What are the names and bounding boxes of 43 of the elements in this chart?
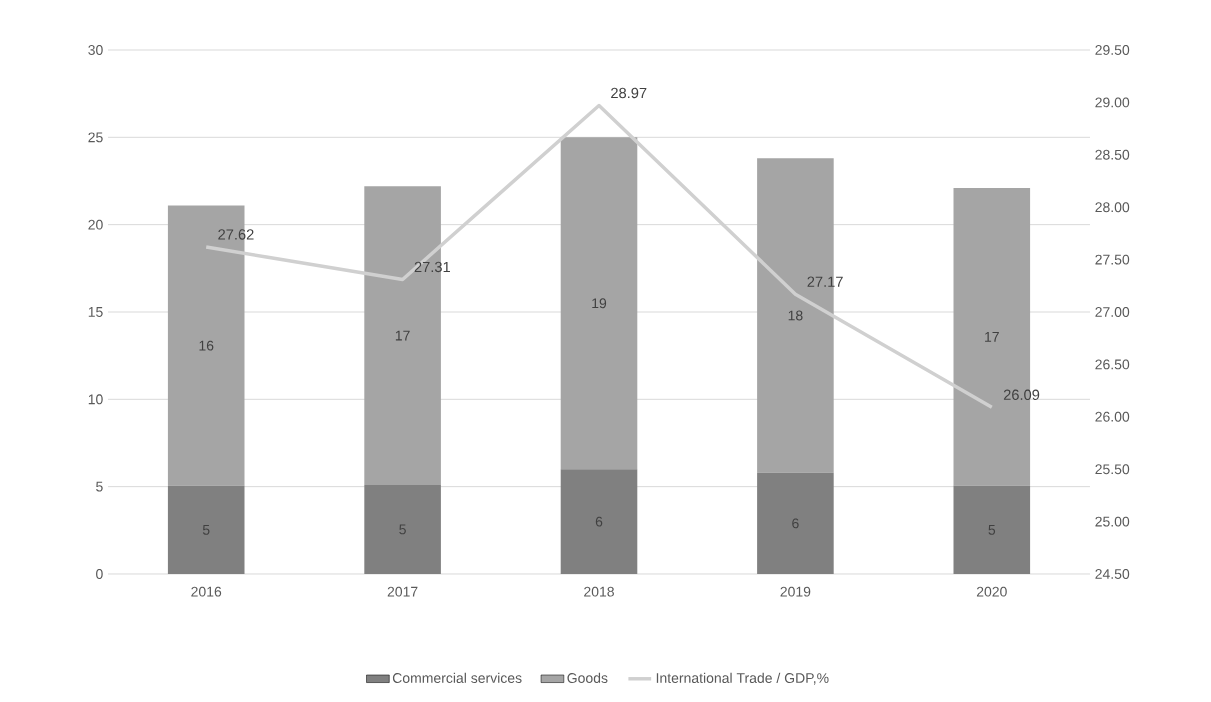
data-label: 18 bbox=[788, 310, 803, 321]
y2-tick-label: 28.50 bbox=[1095, 149, 1130, 160]
bar bbox=[560, 469, 638, 574]
bar bbox=[953, 485, 1031, 574]
y2-tick-label: 27.00 bbox=[1095, 307, 1130, 317]
bar bbox=[560, 137, 638, 470]
data-label: 28.97 bbox=[611, 87, 647, 99]
x-tick-label: 2017 bbox=[387, 586, 418, 597]
data-label: 5 bbox=[399, 524, 406, 535]
x-tick-label: 2020 bbox=[976, 586, 1007, 597]
data-label: 5 bbox=[202, 525, 210, 535]
y2-tick-label: 29.00 bbox=[1095, 97, 1130, 108]
y2-tick-label: 26.00 bbox=[1095, 411, 1130, 422]
bar bbox=[364, 484, 441, 574]
y2-tick-label: 26.50 bbox=[1095, 359, 1130, 370]
y2-tick-label: 28.00 bbox=[1095, 202, 1130, 213]
y2-tick-label: 27.50 bbox=[1095, 254, 1130, 265]
data-label: 16 bbox=[199, 340, 214, 351]
y-tick-label: 20 bbox=[88, 219, 103, 230]
y-tick-label: 10 bbox=[88, 394, 103, 405]
bar bbox=[757, 472, 834, 574]
x-tick-label: 2019 bbox=[780, 586, 811, 597]
bar bbox=[167, 485, 245, 574]
x-tick-label: 2016 bbox=[191, 586, 222, 597]
y-tick-label: 30 bbox=[88, 45, 103, 55]
data-label: 19 bbox=[592, 298, 607, 309]
data-label: 6 bbox=[595, 516, 603, 527]
y2-tick-label: 29.50 bbox=[1095, 45, 1130, 55]
y2-tick-label: 25.50 bbox=[1095, 464, 1130, 475]
data-label: 6 bbox=[792, 518, 799, 529]
data-label: 5 bbox=[988, 525, 996, 535]
legend-label: International Trade / GDP,% bbox=[656, 672, 829, 685]
y2-tick-label: 24.50 bbox=[1095, 569, 1130, 579]
x-tick-label: 2018 bbox=[584, 586, 614, 597]
y-tick-label: 25 bbox=[88, 132, 103, 143]
data-label: 17 bbox=[395, 330, 410, 341]
y2-tick-label: 25.00 bbox=[1095, 516, 1130, 527]
data-label: 17 bbox=[985, 332, 999, 342]
legend-label: Commercial services bbox=[392, 672, 522, 683]
y-tick-label: 15 bbox=[88, 307, 103, 317]
y-tick-label: 0 bbox=[96, 569, 103, 579]
y-tick-label: 5 bbox=[96, 481, 103, 492]
legend-label: Goods bbox=[567, 672, 608, 683]
